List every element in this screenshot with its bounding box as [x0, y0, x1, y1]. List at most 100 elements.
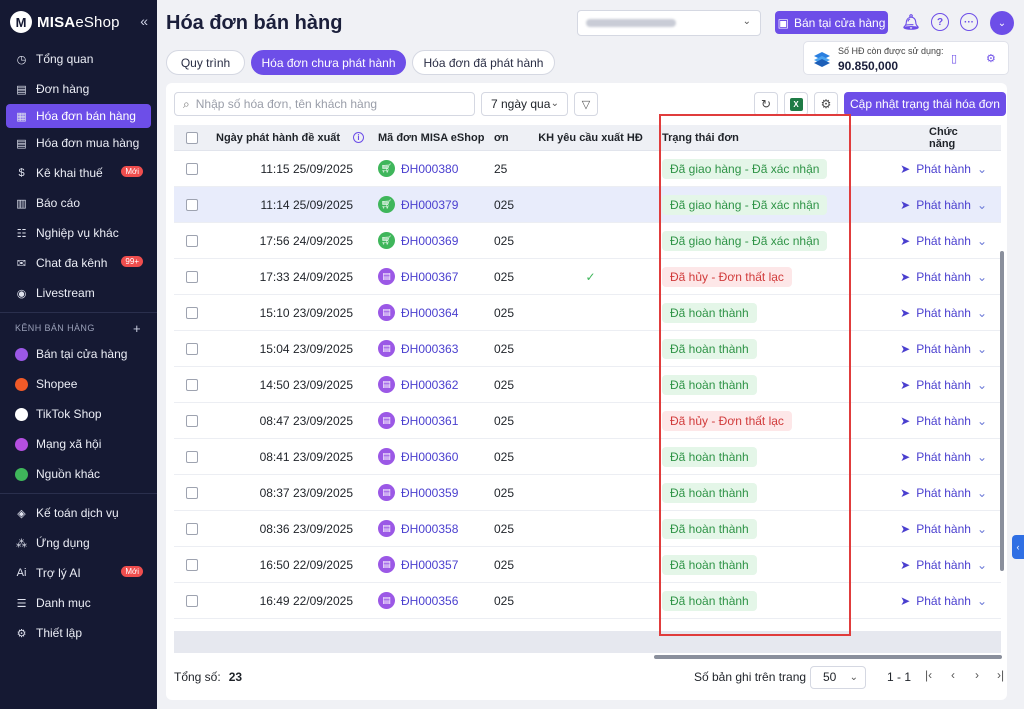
issue-action[interactable]: ➤ Phát hành ⌄: [874, 486, 1001, 500]
issue-action[interactable]: ➤ Phát hành ⌄: [874, 198, 1001, 212]
chevron-down-icon[interactable]: ⌄: [976, 557, 987, 572]
chevron-down-icon[interactable]: ⌄: [976, 233, 987, 248]
chevron-down-icon[interactable]: ⌄: [976, 341, 987, 356]
sidebar-item-1[interactable]: ▤ Đơn hàng: [0, 74, 157, 104]
row-checkbox[interactable]: [186, 414, 198, 427]
order-code-link[interactable]: ĐH000361: [401, 413, 459, 428]
issue-action[interactable]: ➤ Phát hành ⌄: [874, 342, 1001, 356]
table-row[interactable]: 11:14 25/09/2025 🛒︎ ĐH000379 025 Đã giao hàn…: [174, 187, 1001, 223]
search-input[interactable]: [195, 97, 456, 111]
table-row[interactable]: 11:15 25/09/2025 🛒︎ ĐH000380 25 Đã giao hàng…: [174, 151, 1001, 187]
issue-action[interactable]: ➤ Phát hành ⌄: [874, 234, 1001, 248]
sidebar-channel-3[interactable]: Mạng xã hội: [0, 429, 157, 459]
prev-page-icon[interactable]: ‹: [951, 668, 955, 682]
tab-process[interactable]: Quy trình: [166, 50, 245, 75]
sidebar-bottom-4[interactable]: ⚙ Thiết lập: [0, 618, 157, 648]
col-partial[interactable]: ơn: [494, 131, 509, 144]
company-select[interactable]: ⌄: [577, 10, 761, 36]
search-box[interactable]: ⌕: [174, 92, 475, 116]
sidebar-bottom-1[interactable]: ⁂ Ứng dụng: [0, 528, 157, 558]
row-checkbox[interactable]: [186, 198, 198, 211]
chevron-down-icon[interactable]: ⌄: [976, 305, 987, 320]
table-row[interactable]: 08:37 23/09/2025 ▤ ĐH000359 025 Đã hoàn thàn…: [174, 475, 1001, 511]
sidebar-channel-4[interactable]: Nguồn khác: [0, 459, 157, 489]
col-date[interactable]: Ngày phát hành đề xuất i: [210, 131, 373, 144]
table-row[interactable]: 15:10 23/09/2025 ▤ ĐH000364 025 Đã hoàn thàn…: [174, 295, 1001, 331]
select-all-checkbox[interactable]: [186, 131, 198, 144]
more-icon[interactable]: ···: [960, 13, 978, 31]
sidebar-channel-1[interactable]: Shopee: [0, 369, 157, 399]
sidebar-item-5[interactable]: ▥ Báo cáo: [0, 188, 157, 218]
update-invoice-status-button[interactable]: Cập nhật trạng thái hóa đơn: [844, 92, 1006, 116]
period-select[interactable]: 7 ngày qua ⌄: [481, 92, 568, 116]
row-checkbox[interactable]: [186, 234, 198, 247]
issue-action[interactable]: ➤ Phát hành ⌄: [874, 558, 1001, 572]
bell-icon[interactable]: 🔔︎: [901, 14, 921, 31]
sidebar-item-6[interactable]: ☷ Nghiệp vụ khác: [0, 218, 157, 248]
order-code-link[interactable]: ĐH000359: [401, 485, 459, 500]
issue-action[interactable]: ➤ Phát hành ⌄: [874, 522, 1001, 536]
table-row[interactable]: 08:41 23/09/2025 ▤ ĐH000360 025 Đã hoàn thàn…: [174, 439, 1001, 475]
row-checkbox[interactable]: [186, 378, 198, 391]
table-row[interactable]: 08:47 23/09/2025 ▤ ĐH000361 025 Đã hủy - Đơn…: [174, 403, 1001, 439]
issue-action[interactable]: ➤ Phát hành ⌄: [874, 414, 1001, 428]
chevron-down-icon[interactable]: ⌄: [976, 593, 987, 608]
side-panel-toggle-icon[interactable]: ‹: [1012, 535, 1024, 559]
sidebar-item-8[interactable]: ◉ Livestream: [0, 278, 157, 308]
row-checkbox[interactable]: [186, 162, 198, 175]
row-checkbox[interactable]: [186, 594, 198, 607]
vertical-scrollbar[interactable]: [1000, 251, 1004, 571]
col-code[interactable]: Mã đơn MISA eShop: [378, 131, 485, 144]
chevron-down-icon[interactable]: ⌄: [976, 413, 987, 428]
last-page-icon[interactable]: ›|: [997, 668, 1005, 682]
info-icon[interactable]: i: [353, 131, 364, 143]
row-checkbox[interactable]: [186, 450, 198, 463]
sidebar-item-7[interactable]: ✉ Chat đa kênh 99+: [0, 248, 157, 278]
add-channel-icon[interactable]: +: [133, 320, 141, 336]
issue-action[interactable]: ➤ Phát hành ⌄: [874, 270, 1001, 284]
issue-action[interactable]: ➤ Phát hành ⌄: [874, 594, 1001, 608]
sidebar-bottom-3[interactable]: ☰ Danh mục: [0, 588, 157, 618]
table-row[interactable]: 16:50 22/09/2025 ▤ ĐH000357 025 Đã hoàn thàn…: [174, 547, 1001, 583]
table-row[interactable]: 15:04 23/09/2025 ▤ ĐH000363 025 Đã hoàn thàn…: [174, 331, 1001, 367]
chevron-down-icon[interactable]: ⌄: [976, 449, 987, 464]
order-code-link[interactable]: ĐH000363: [401, 341, 459, 356]
tab-unissued[interactable]: Hóa đơn chưa phát hành: [251, 50, 406, 75]
row-checkbox[interactable]: [186, 486, 198, 499]
refresh-button[interactable]: ↻: [754, 92, 778, 116]
gear-icon[interactable]: ⚙: [986, 53, 996, 65]
sidebar-item-3[interactable]: ▤ Hóa đơn mua hàng: [0, 128, 157, 158]
order-code-link[interactable]: ĐH000369: [401, 233, 459, 248]
order-code-link[interactable]: ĐH000362: [401, 377, 459, 392]
export-excel-button[interactable]: X: [784, 92, 808, 116]
help-icon[interactable]: ?: [931, 13, 949, 31]
horizontal-scrollbar[interactable]: [654, 655, 1002, 659]
filter-button[interactable]: ▽: [574, 92, 598, 116]
sidebar-item-2[interactable]: ▦ Hóa đơn bán hàng: [6, 104, 151, 128]
order-code-link[interactable]: ĐH000367: [401, 269, 459, 284]
row-checkbox[interactable]: [186, 558, 198, 571]
order-code-link[interactable]: ĐH000380: [401, 161, 459, 176]
sidebar-bottom-0[interactable]: ◈ Kế toán dịch vụ: [0, 498, 157, 528]
chevron-down-icon[interactable]: ⌄: [976, 161, 987, 176]
row-checkbox[interactable]: [186, 306, 198, 319]
col-status[interactable]: Trạng thái đơn: [662, 131, 739, 144]
tab-issued[interactable]: Hóa đơn đã phát hành: [412, 50, 555, 75]
issue-action[interactable]: ➤ Phát hành ⌄: [874, 162, 1001, 176]
order-code-link[interactable]: ĐH000379: [401, 197, 459, 212]
chevron-down-icon[interactable]: ⌄: [976, 521, 987, 536]
store-sale-button[interactable]: ▣ Bán tại cửa hàng: [775, 11, 888, 34]
brand[interactable]: M MISAeShop: [0, 0, 157, 44]
table-row[interactable]: 17:56 24/09/2025 🛒︎ ĐH000369 025 Đã giao hàn…: [174, 223, 1001, 259]
row-checkbox[interactable]: [186, 270, 198, 283]
order-code-link[interactable]: ĐH000356: [401, 593, 459, 608]
table-row[interactable]: 17:33 24/09/2025 ▤ ĐH000367 025 ✓ Đã hủy - Đơ…: [174, 259, 1001, 295]
order-code-link[interactable]: ĐH000358: [401, 521, 459, 536]
chevron-down-icon[interactable]: ⌄: [976, 269, 987, 284]
document-icon[interactable]: ▯: [951, 53, 958, 65]
collapse-sidebar-icon[interactable]: «: [140, 13, 148, 29]
issue-action[interactable]: ➤ Phát hành ⌄: [874, 378, 1001, 392]
row-checkbox[interactable]: [186, 342, 198, 355]
table-row[interactable]: 16:49 22/09/2025 ▤ ĐH000356 025 Đã hoàn thàn…: [174, 583, 1001, 619]
col-customer-request[interactable]: KH yêu cầu xuất HĐ: [538, 131, 643, 144]
